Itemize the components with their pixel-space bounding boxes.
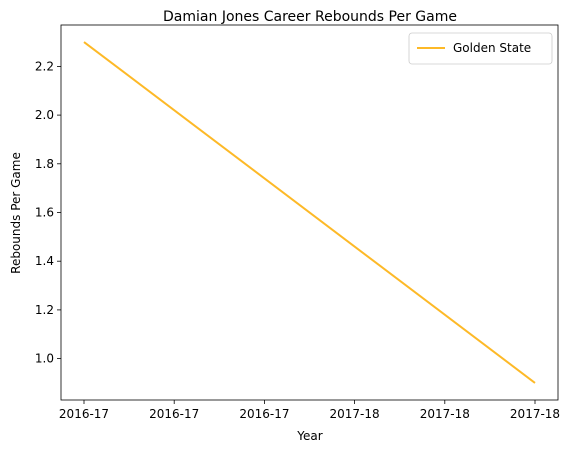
series-line-golden-state xyxy=(83,41,536,384)
x-axis-label: Year xyxy=(296,429,322,443)
y-tick-label: 1.4 xyxy=(35,254,54,268)
chart-title: Damian Jones Career Rebounds Per Game xyxy=(163,9,457,25)
y-tick-label: 1.8 xyxy=(35,157,54,171)
x-axis: 2016-17 2016-17 2016-17 2017-18 2017-18 2017-… xyxy=(59,400,560,421)
y-tick-label: 1.0 xyxy=(35,352,54,366)
y-axis-label: Rebounds Per Game xyxy=(9,152,23,274)
legend-label-golden-state: Golden State xyxy=(453,41,531,55)
y-tick-label: 1.2 xyxy=(35,303,54,317)
x-tick-label: 2016-17 xyxy=(239,407,289,421)
x-tick-label: 2017-18 xyxy=(510,407,560,421)
legend-box xyxy=(408,32,553,65)
series-layer xyxy=(83,41,536,384)
y-tick-label: 2.0 xyxy=(35,108,54,122)
x-tick-label: 2017-18 xyxy=(330,407,380,421)
y-tick-label: 1.6 xyxy=(35,206,54,220)
y-tick-label: 2.2 xyxy=(35,59,54,73)
x-tick-label: 2016-17 xyxy=(59,407,109,421)
y-axis: 1.0 1.2 1.4 1.6 1.8 2.0 2.2 xyxy=(35,59,61,366)
x-tick-label: 2016-17 xyxy=(149,407,199,421)
legend: Golden State xyxy=(408,32,553,65)
x-tick-label: 2017-18 xyxy=(420,407,470,421)
